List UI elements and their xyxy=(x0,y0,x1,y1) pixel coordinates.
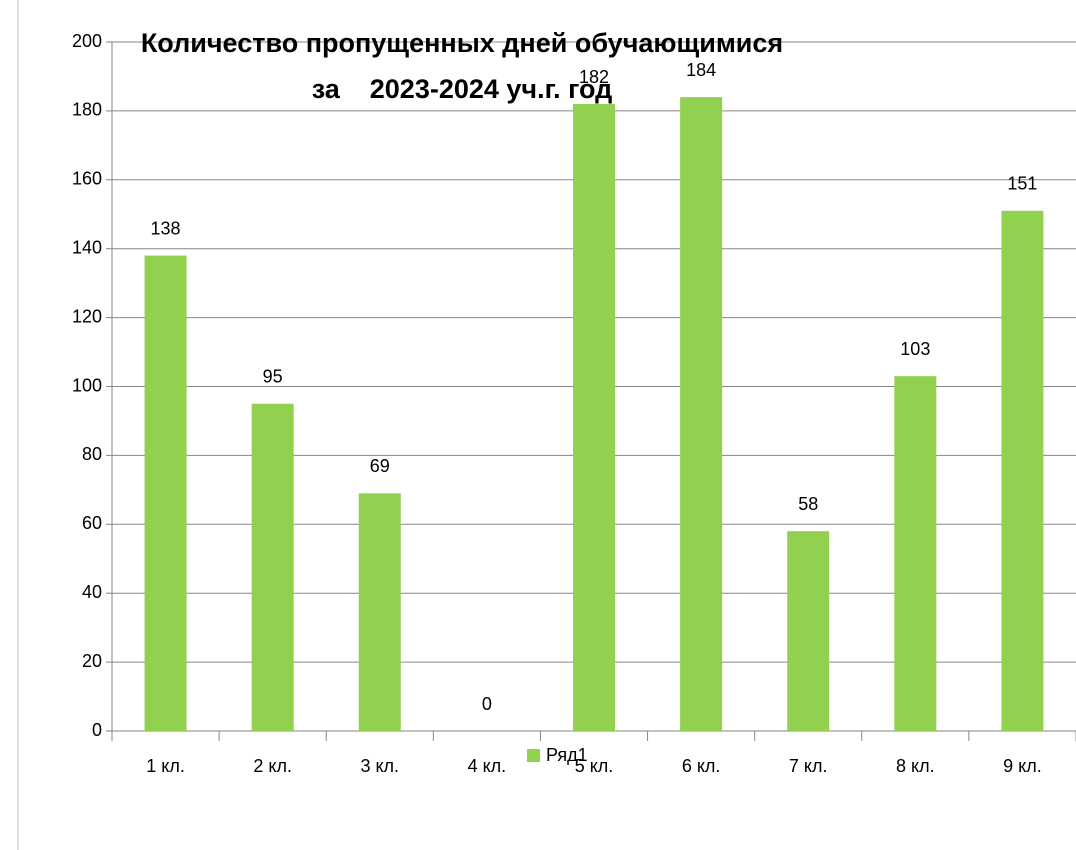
x-tick-label: 1 кл. xyxy=(146,756,185,776)
data-label: 0 xyxy=(482,694,492,714)
chart-title: за 2023-2024 уч.г. год xyxy=(312,74,613,104)
chart-title: Количество пропущенных дней обучающимися xyxy=(141,28,783,58)
x-tick-label: 7 кл. xyxy=(789,756,828,776)
data-label: 69 xyxy=(370,456,390,476)
bar xyxy=(680,97,723,732)
bar xyxy=(251,403,294,731)
data-label: 95 xyxy=(263,366,283,386)
y-tick-label: 60 xyxy=(82,513,102,533)
y-tick-label: 100 xyxy=(72,375,102,395)
y-tick-label: 40 xyxy=(82,582,102,602)
x-tick-label: 6 кл. xyxy=(682,756,721,776)
data-label: 151 xyxy=(1007,174,1037,194)
bar xyxy=(894,376,937,731)
data-label: 182 xyxy=(579,67,609,87)
x-tick-label: 3 кл. xyxy=(360,756,399,776)
data-label: 138 xyxy=(151,218,181,238)
x-tick-label: 5 кл. xyxy=(575,756,614,776)
chart-frame xyxy=(17,0,19,850)
data-label: 58 xyxy=(798,494,818,514)
x-tick-label: 8 кл. xyxy=(896,756,935,776)
y-tick-label: 160 xyxy=(72,169,102,189)
bar xyxy=(787,531,830,731)
x-tick-label: 2 кл. xyxy=(253,756,292,776)
data-label: 103 xyxy=(900,339,930,359)
data-label: 184 xyxy=(686,60,716,80)
y-tick-label: 120 xyxy=(72,306,102,326)
bar xyxy=(358,493,401,731)
x-tick-label: 9 кл. xyxy=(1003,756,1042,776)
legend-label: Ряд1 xyxy=(546,745,588,765)
legend-swatch xyxy=(527,749,540,762)
y-tick-label: 80 xyxy=(82,444,102,464)
y-tick-label: 180 xyxy=(72,100,102,120)
bar xyxy=(1001,210,1044,731)
y-tick-label: 20 xyxy=(82,651,102,671)
y-tick-label: 200 xyxy=(72,31,102,51)
bar xyxy=(144,255,187,731)
bar xyxy=(573,104,615,731)
y-tick-label: 0 xyxy=(92,720,102,740)
x-tick-label: 4 кл. xyxy=(468,756,507,776)
y-tick-label: 140 xyxy=(72,237,102,257)
